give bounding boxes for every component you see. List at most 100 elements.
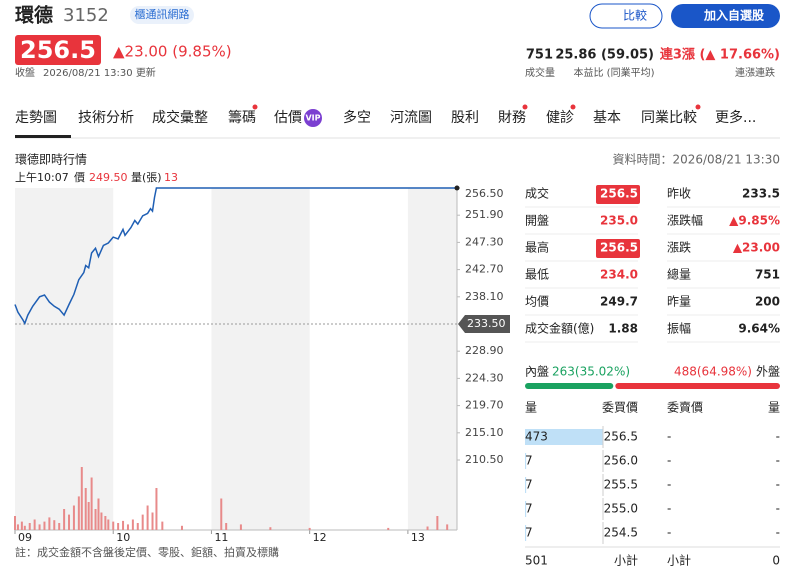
quote-value: 9.64% (738, 322, 780, 336)
quote-label: 昨收 (667, 187, 691, 201)
bid-volume-bar (525, 501, 527, 517)
tooltip-volume: 13 (164, 171, 178, 184)
status: 收盤 (15, 66, 35, 79)
book-cell: - (667, 454, 671, 468)
quote-value: 256.5 (600, 187, 638, 201)
tab[interactable]: 多空 (343, 109, 371, 126)
tab[interactable]: 技術分析 (78, 110, 134, 126)
volume-bar (141, 514, 144, 530)
tab[interactable]: 基本 (593, 109, 621, 126)
volume-bar (38, 524, 41, 530)
reference-tag (458, 315, 510, 333)
book-cell: 255.5 (604, 478, 638, 492)
y-tick-label: 256.50 (465, 187, 504, 200)
time-band (15, 188, 114, 530)
book-cell: 7 (525, 454, 533, 468)
quote-label: 漲跌 (667, 240, 691, 255)
volume-bar (68, 514, 71, 530)
book-cell: 473 (525, 430, 548, 444)
book-cell: 255.0 (604, 502, 638, 516)
book-cell: 256.0 (604, 454, 638, 468)
book-header: 委買價 (602, 401, 638, 415)
compare-button[interactable] (589, 3, 663, 29)
quote-label: 最高 (525, 240, 549, 255)
tab[interactable]: 走勢圖 (15, 110, 57, 126)
tab[interactable]: 估價 (274, 109, 302, 126)
book-cell: 254.5 (604, 526, 638, 540)
volume-bar (104, 516, 107, 530)
book-total: 501 (525, 554, 548, 568)
tab-underline (15, 135, 71, 138)
book-cell: - (776, 430, 780, 444)
volume-bar (387, 527, 390, 530)
volume-bar (225, 523, 228, 530)
tab[interactable]: 河流圖 (390, 110, 432, 126)
book-total: 0 (772, 554, 780, 568)
volume-bar (84, 488, 87, 530)
book-cell: 256.5 (604, 430, 638, 444)
book-cell: - (667, 478, 671, 492)
stat-label: 本益比 (同業平均) (574, 66, 655, 79)
volume-bar (23, 525, 26, 530)
quote-value: 1.88 (608, 322, 638, 336)
y-tick-label: 224.30 (465, 371, 504, 384)
book-cell: 7 (525, 526, 533, 540)
quote-value: ▲9.85% (729, 214, 780, 228)
volume-bar (131, 519, 134, 530)
volume-bar (33, 519, 36, 530)
volume-bar (100, 512, 103, 530)
volume-bar (122, 520, 125, 530)
add-button[interactable] (671, 4, 780, 28)
quote-label: 成交 (525, 186, 549, 201)
volume-bar (28, 523, 31, 530)
quote-value: 249.7 (600, 295, 638, 309)
tab[interactable]: 健診 (546, 110, 574, 126)
section-time: 資料時間：2026/08/21 13:30 (612, 153, 780, 167)
bid-volume-bar (525, 453, 527, 469)
y-tick-label: 228.90 (465, 344, 504, 357)
tab[interactable]: 成交彙整 (152, 109, 208, 126)
note: 註：成交金額不含盤後定價、零股、鉅額、拍賣及標購 (15, 545, 279, 559)
volume-bar (308, 527, 311, 530)
stat-label: 成交量 (525, 66, 555, 79)
y-tick-label: 210.50 (465, 453, 504, 466)
volume-bar (80, 467, 83, 530)
compare-label[interactable]: 比較 (623, 8, 647, 23)
book-cell: 7 (525, 502, 533, 516)
book-cell: - (776, 478, 780, 492)
volume-bar (14, 516, 16, 530)
last-point (454, 185, 460, 191)
book-cell: 7 (525, 478, 533, 492)
volume-bar (426, 526, 429, 530)
tab[interactable]: 股利 (451, 110, 479, 126)
tab[interactable]: 財務 (498, 110, 526, 126)
add-label[interactable]: 加入自選股 (703, 8, 765, 23)
tooltip-volume-label: 量(張) (131, 171, 162, 184)
tag-bg (130, 6, 194, 24)
bid-volume-bar (525, 429, 603, 445)
volume-bar (117, 523, 120, 530)
tag[interactable]: 櫃通訊網路 (135, 7, 190, 21)
x-tick-label: 12 (313, 531, 327, 544)
volume-bar (72, 505, 75, 530)
tab[interactable]: 籌碼 (228, 110, 256, 126)
tab[interactable]: 同業比較 (641, 110, 697, 126)
volume-bar (220, 498, 223, 530)
tooltip-price-label: 價 (74, 170, 85, 184)
tab-dot (695, 104, 701, 110)
volume-bar (239, 524, 242, 530)
y-tick-label: 251.90 (465, 208, 504, 221)
volume-bar (16, 524, 19, 530)
book-header: 量 (525, 401, 537, 415)
stat-value: 連3漲 (▲ 17.66%) (660, 47, 780, 63)
value-box (596, 185, 640, 204)
volume-bar (446, 524, 449, 530)
volume-bar (43, 521, 46, 530)
volume-bar (155, 488, 158, 530)
tab[interactable]: 更多... (715, 109, 756, 126)
volume-bar (107, 519, 110, 530)
tab-dot (252, 104, 258, 110)
quote-value: 234.0 (600, 268, 638, 282)
volume-bar (161, 521, 164, 530)
book-cell: - (667, 526, 671, 540)
